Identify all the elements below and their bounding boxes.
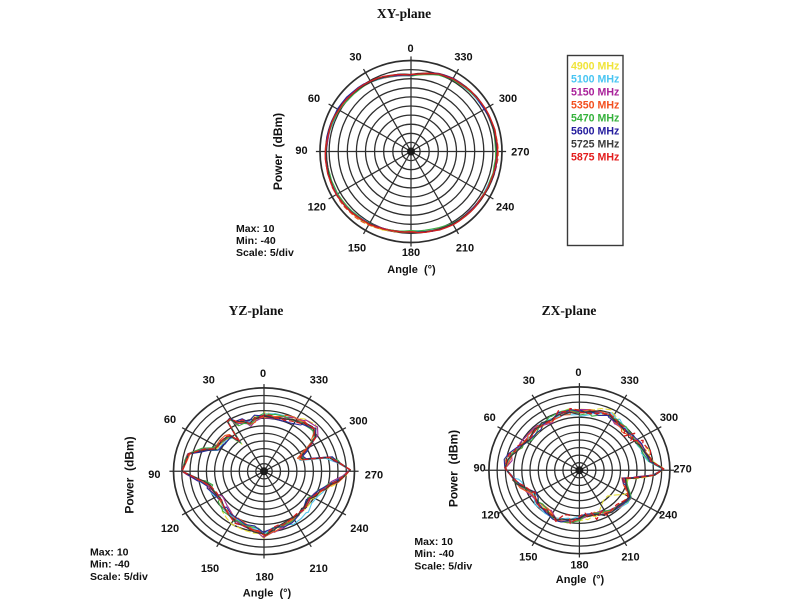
- svg-text:330: 330: [621, 375, 639, 387]
- svg-text:5150 MHz: 5150 MHz: [571, 86, 619, 98]
- svg-text:60: 60: [164, 414, 176, 426]
- svg-text:210: 210: [456, 243, 474, 255]
- svg-text:300: 300: [499, 93, 517, 105]
- svg-text:Min: -40: Min: -40: [236, 235, 276, 247]
- svg-text:270: 270: [511, 146, 529, 158]
- svg-text:270: 270: [673, 463, 691, 475]
- svg-text:0: 0: [407, 43, 413, 55]
- svg-text:Scale: 5/div: Scale: 5/div: [414, 561, 472, 573]
- svg-text:Scale: 5/div: Scale: 5/div: [236, 247, 294, 259]
- svg-text:180: 180: [570, 560, 588, 572]
- svg-text:330: 330: [454, 52, 472, 64]
- svg-text:4900 MHz: 4900 MHz: [571, 60, 619, 72]
- svg-text:Angle (°): Angle (°): [556, 574, 605, 586]
- svg-text:Power (dBm): Power (dBm): [123, 436, 137, 513]
- svg-text:30: 30: [203, 375, 215, 387]
- svg-text:Angle (°): Angle (°): [243, 588, 292, 600]
- svg-text:120: 120: [308, 201, 326, 213]
- svg-text:150: 150: [519, 551, 537, 563]
- svg-text:Power (dBm): Power (dBm): [447, 430, 461, 507]
- svg-text:180: 180: [402, 247, 420, 259]
- svg-text:210: 210: [621, 551, 639, 563]
- svg-text:210: 210: [310, 563, 328, 575]
- svg-text:150: 150: [201, 563, 219, 575]
- svg-text:30: 30: [349, 52, 361, 64]
- svg-text:5725 MHz: 5725 MHz: [571, 138, 619, 150]
- svg-text:150: 150: [348, 243, 366, 255]
- svg-text:Max: 10: Max: 10: [236, 223, 275, 235]
- svg-text:0: 0: [260, 368, 266, 380]
- svg-text:5470 MHz: 5470 MHz: [571, 112, 619, 124]
- svg-text:330: 330: [310, 375, 328, 387]
- svg-text:120: 120: [481, 510, 499, 522]
- svg-text:5350 MHz: 5350 MHz: [571, 99, 619, 111]
- svg-text:5600 MHz: 5600 MHz: [571, 125, 619, 137]
- svg-text:5875 MHz: 5875 MHz: [571, 151, 619, 163]
- svg-text:90: 90: [295, 145, 307, 157]
- svg-text:90: 90: [473, 462, 485, 474]
- svg-text:240: 240: [659, 510, 677, 522]
- svg-text:30: 30: [523, 375, 535, 387]
- svg-text:300: 300: [349, 415, 367, 427]
- svg-text:Scale: 5/div: Scale: 5/div: [90, 571, 148, 583]
- svg-text:XY-plane: XY-plane: [377, 6, 431, 21]
- svg-text:90: 90: [148, 469, 160, 481]
- svg-text:Min: -40: Min: -40: [90, 559, 130, 571]
- svg-text:Power (dBm): Power (dBm): [271, 113, 285, 190]
- svg-text:240: 240: [350, 523, 368, 535]
- svg-text:ZX-plane: ZX-plane: [542, 303, 597, 318]
- svg-text:Max: 10: Max: 10: [90, 546, 129, 558]
- svg-text:YZ-plane: YZ-plane: [229, 303, 284, 318]
- svg-text:5100 MHz: 5100 MHz: [571, 73, 619, 85]
- svg-text:60: 60: [308, 93, 320, 105]
- svg-text:240: 240: [496, 201, 514, 213]
- svg-text:60: 60: [484, 412, 496, 424]
- svg-text:Angle (°): Angle (°): [387, 264, 436, 276]
- svg-text:270: 270: [365, 469, 383, 481]
- svg-text:300: 300: [660, 412, 678, 424]
- svg-text:180: 180: [255, 572, 273, 584]
- svg-text:Min: -40: Min: -40: [414, 548, 454, 560]
- svg-text:Max: 10: Max: 10: [414, 536, 453, 548]
- svg-text:0: 0: [575, 367, 581, 379]
- svg-text:120: 120: [161, 523, 179, 535]
